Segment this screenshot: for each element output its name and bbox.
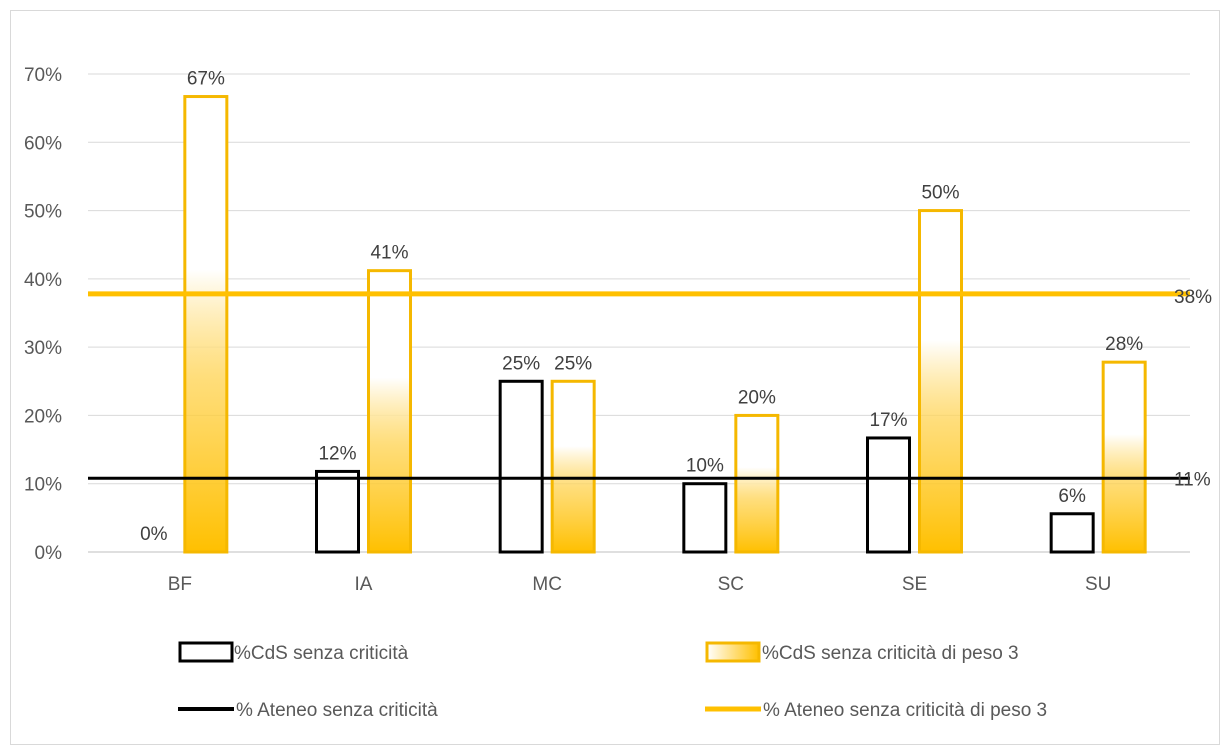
bar-cds-peso3 [1101, 360, 1147, 554]
x-tick-label: IA [355, 574, 373, 595]
data-label-cds-peso3: 41% [370, 243, 408, 264]
data-label-cds-peso3: 28% [1105, 334, 1143, 355]
bar-cds [498, 379, 544, 554]
bar-cds [315, 469, 360, 554]
x-tick-label: SC [718, 574, 744, 595]
x-tick-label: MC [532, 574, 562, 595]
legend-label-ateneo-peso3: % Ateneo senza criticità di peso 3 [763, 700, 1047, 721]
legend-label-cds-peso3: %CdS senza criticità di peso 3 [762, 643, 1019, 664]
data-label-cds: 10% [686, 456, 724, 477]
bar-cds-peso3 [918, 209, 963, 554]
y-tick-label: 60% [24, 133, 62, 154]
data-label-cds: 6% [1058, 486, 1086, 507]
legend-label-ateneo: % Ateneo senza criticità [236, 700, 438, 721]
y-tick-label: 70% [24, 65, 62, 86]
y-tick-label: 30% [24, 338, 62, 359]
data-label-cds: 12% [318, 443, 356, 464]
y-tick-label: 10% [24, 475, 62, 496]
y-tick-label: 50% [24, 202, 62, 223]
bar-cds [682, 482, 728, 554]
x-tick-label: SE [902, 574, 927, 595]
y-tick-label: 20% [24, 406, 62, 427]
legend-swatch-cds-peso3 [705, 641, 761, 663]
y-tick-label: 0% [35, 543, 63, 564]
legend-label-cds: %CdS senza criticità [234, 643, 409, 664]
bar-cds-peso3 [550, 379, 596, 554]
x-tick-label: BF [168, 574, 192, 595]
legend-swatch-cds [178, 641, 234, 663]
data-label-cds: 0% [140, 524, 168, 545]
data-label-cds-peso3: 50% [921, 183, 959, 204]
bar-cds-peso3 [734, 413, 780, 554]
bar-cds [866, 436, 911, 554]
x-tick-label: SU [1085, 574, 1111, 595]
data-label-cds: 17% [869, 410, 907, 431]
y-tick-label: 40% [24, 270, 62, 291]
data-label-cds-peso3: 20% [738, 387, 776, 408]
ref-label-ateneo: 11% [1174, 469, 1211, 490]
bar-cds-peso3 [367, 269, 412, 554]
bar-cds-peso3 [183, 95, 229, 554]
data-label-cds-peso3: 25% [554, 353, 592, 374]
bar-cds [1049, 512, 1095, 554]
ref-label-ateneo-peso3: 38% [1174, 287, 1212, 308]
data-label-cds: 25% [502, 353, 540, 374]
data-label-cds-peso3: 67% [187, 69, 225, 90]
